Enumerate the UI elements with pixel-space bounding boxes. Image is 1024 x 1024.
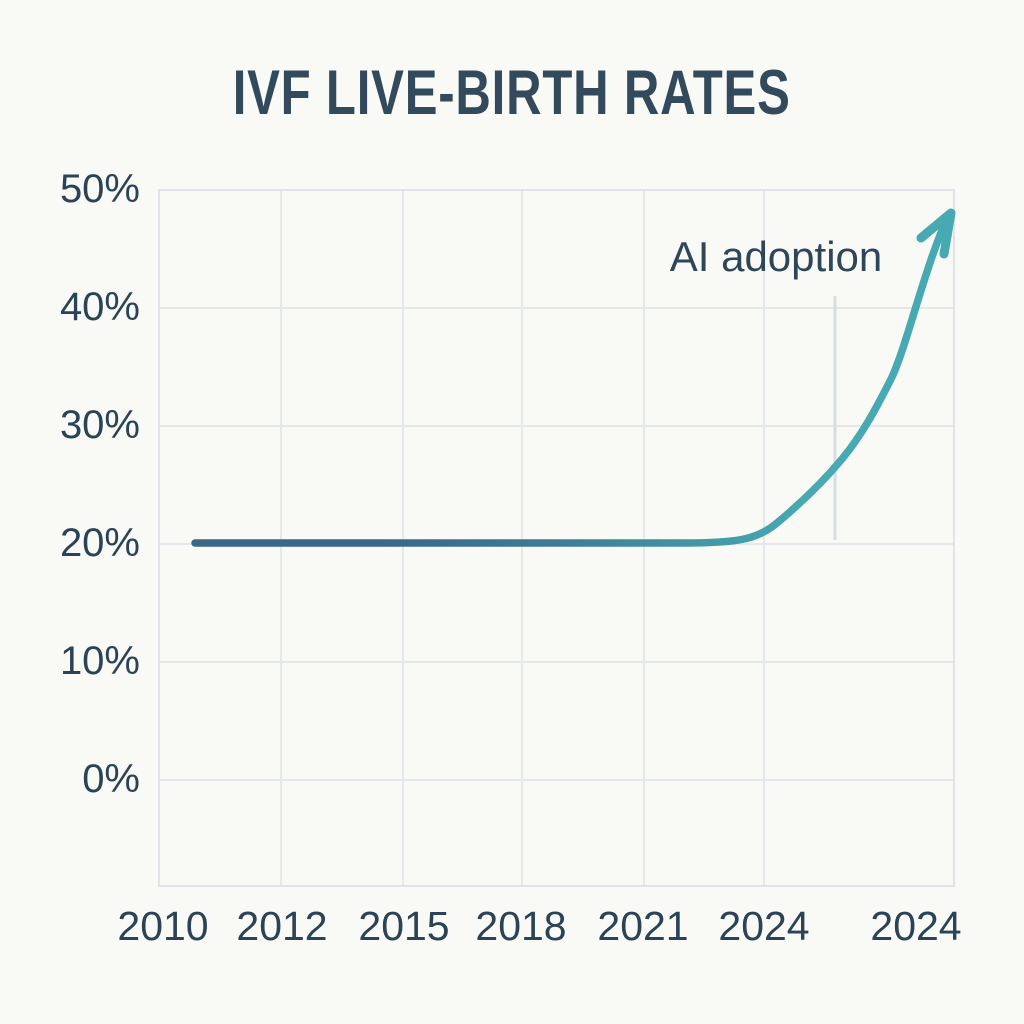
plot-area (158, 189, 955, 887)
chart-title-text: IVF LIVE-BIRTH RATES (233, 58, 791, 128)
gridline-vertical-2015 (402, 191, 404, 885)
x-axis-tick-2024-b: 2024 (870, 903, 962, 949)
gridline-vertical-2021 (643, 191, 645, 885)
gridline-vertical-2012 (280, 191, 282, 885)
x-axis-tick-2015: 2015 (358, 903, 450, 949)
y-axis-tick-10: 10% (59, 639, 140, 683)
gridline-vertical-2024 (763, 191, 765, 885)
x-axis-tick-2012: 2012 (236, 903, 328, 949)
annotation-label: AI adoption (669, 233, 883, 280)
gridline-horizontal-40pct (160, 307, 953, 309)
y-axis-tick-0: 0% (82, 757, 140, 801)
gridline-horizontal-30pct (160, 425, 953, 427)
x-axis-tick-2024-a: 2024 (718, 903, 810, 949)
y-axis-tick-20: 20% (59, 521, 140, 565)
gridline-horizontal-10pct (160, 661, 953, 663)
x-axis-tick-2010: 2010 (117, 903, 209, 949)
gridline-vertical-2018 (521, 191, 523, 885)
gridline-horizontal-20pct (160, 543, 953, 545)
y-axis-tick-40: 40% (59, 285, 140, 329)
x-axis-tick-2021: 2021 (597, 903, 689, 949)
gridline-horizontal-0pct (160, 779, 953, 781)
y-axis-tick-50: 50% (59, 167, 140, 211)
y-axis-tick-30: 30% (59, 403, 140, 447)
chart-title: IVF LIVE-BIRTH RATES (0, 58, 1024, 128)
x-axis-tick-2018: 2018 (475, 903, 567, 949)
